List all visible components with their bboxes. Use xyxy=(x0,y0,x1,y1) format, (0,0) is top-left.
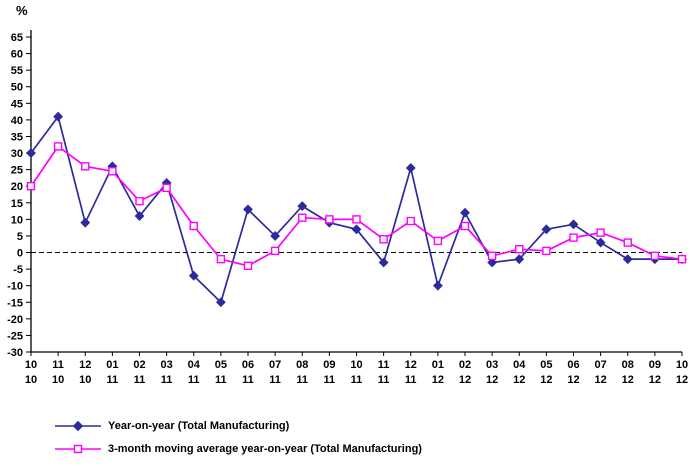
svg-text:30: 30 xyxy=(11,148,23,160)
svg-text:11: 11 xyxy=(405,374,417,386)
svg-text:11: 11 xyxy=(215,374,227,386)
diamond-marker-icon xyxy=(72,420,84,432)
svg-text:01: 01 xyxy=(106,359,118,371)
svg-text:65: 65 xyxy=(11,32,23,44)
svg-text:40: 40 xyxy=(11,115,23,127)
svg-text:02: 02 xyxy=(133,359,145,371)
svg-text:25: 25 xyxy=(11,165,23,177)
svg-text:-25: -25 xyxy=(7,330,23,342)
svg-text:03: 03 xyxy=(161,359,173,371)
svg-text:10: 10 xyxy=(676,359,688,371)
legend: Year-on-year (Total Manufacturing) 3-mon… xyxy=(55,420,422,455)
svg-text:08: 08 xyxy=(622,359,634,371)
svg-text:10: 10 xyxy=(79,374,91,386)
svg-text:07: 07 xyxy=(269,359,281,371)
svg-text:11: 11 xyxy=(134,374,146,386)
svg-text:5: 5 xyxy=(17,231,23,243)
svg-text:12: 12 xyxy=(432,374,444,386)
svg-text:11: 11 xyxy=(378,374,390,386)
svg-text:50: 50 xyxy=(11,82,23,94)
svg-text:11: 11 xyxy=(269,374,281,386)
svg-text:20: 20 xyxy=(11,181,23,193)
svg-text:12: 12 xyxy=(459,374,471,386)
y-axis-unit-label: % xyxy=(16,3,28,18)
svg-text:55: 55 xyxy=(11,65,23,77)
svg-text:11: 11 xyxy=(351,374,363,386)
svg-text:11: 11 xyxy=(296,374,308,386)
yoy-series-swatch-icon xyxy=(55,420,101,432)
svg-text:09: 09 xyxy=(649,359,661,371)
svg-text:11: 11 xyxy=(378,359,390,371)
svg-text:12: 12 xyxy=(622,374,634,386)
svg-text:10: 10 xyxy=(52,374,64,386)
svg-text:01: 01 xyxy=(432,359,444,371)
svg-text:60: 60 xyxy=(11,49,23,61)
svg-text:11: 11 xyxy=(52,359,64,371)
svg-text:35: 35 xyxy=(11,131,23,143)
svg-text:15: 15 xyxy=(11,198,23,210)
svg-text:09: 09 xyxy=(323,359,335,371)
svg-text:-15: -15 xyxy=(7,297,23,309)
svg-text:-20: -20 xyxy=(7,314,23,326)
svg-text:02: 02 xyxy=(459,359,471,371)
svg-text:10: 10 xyxy=(25,374,37,386)
svg-text:05: 05 xyxy=(215,359,227,371)
legend-item-moving-average: 3-month moving average year-on-year (Tot… xyxy=(55,443,422,455)
svg-text:04: 04 xyxy=(513,359,526,371)
svg-text:12: 12 xyxy=(79,359,91,371)
svg-text:12: 12 xyxy=(649,374,661,386)
svg-text:11: 11 xyxy=(324,374,336,386)
svg-text:06: 06 xyxy=(567,359,579,371)
svg-text:11: 11 xyxy=(161,374,173,386)
svg-text:-5: -5 xyxy=(13,264,23,276)
legend-label-yoy: Year-on-year (Total Manufacturing) xyxy=(108,420,290,432)
svg-text:11: 11 xyxy=(107,374,119,386)
svg-text:12: 12 xyxy=(513,374,525,386)
svg-text:12: 12 xyxy=(676,374,688,386)
svg-text:12: 12 xyxy=(567,374,579,386)
svg-text:04: 04 xyxy=(188,359,201,371)
svg-text:12: 12 xyxy=(595,374,607,386)
legend-item-yoy: Year-on-year (Total Manufacturing) xyxy=(55,420,422,432)
svg-text:11: 11 xyxy=(242,374,254,386)
svg-text:-30: -30 xyxy=(7,347,23,359)
svg-text:05: 05 xyxy=(540,359,552,371)
svg-text:03: 03 xyxy=(486,359,498,371)
svg-text:11: 11 xyxy=(188,374,200,386)
svg-text:0: 0 xyxy=(17,248,23,260)
svg-text:45: 45 xyxy=(11,98,23,110)
moving-average-series-swatch-icon xyxy=(55,444,101,454)
svg-text:10: 10 xyxy=(11,214,23,226)
legend-label-moving-average: 3-month moving average year-on-year (Tot… xyxy=(108,443,422,455)
square-marker-icon xyxy=(73,444,83,454)
svg-text:-10: -10 xyxy=(7,281,23,293)
svg-text:12: 12 xyxy=(486,374,498,386)
svg-text:06: 06 xyxy=(242,359,254,371)
svg-text:10: 10 xyxy=(25,359,37,371)
svg-text:08: 08 xyxy=(296,359,308,371)
svg-text:12: 12 xyxy=(540,374,552,386)
svg-text:10: 10 xyxy=(350,359,362,371)
svg-text:12: 12 xyxy=(405,359,417,371)
svg-text:07: 07 xyxy=(595,359,607,371)
